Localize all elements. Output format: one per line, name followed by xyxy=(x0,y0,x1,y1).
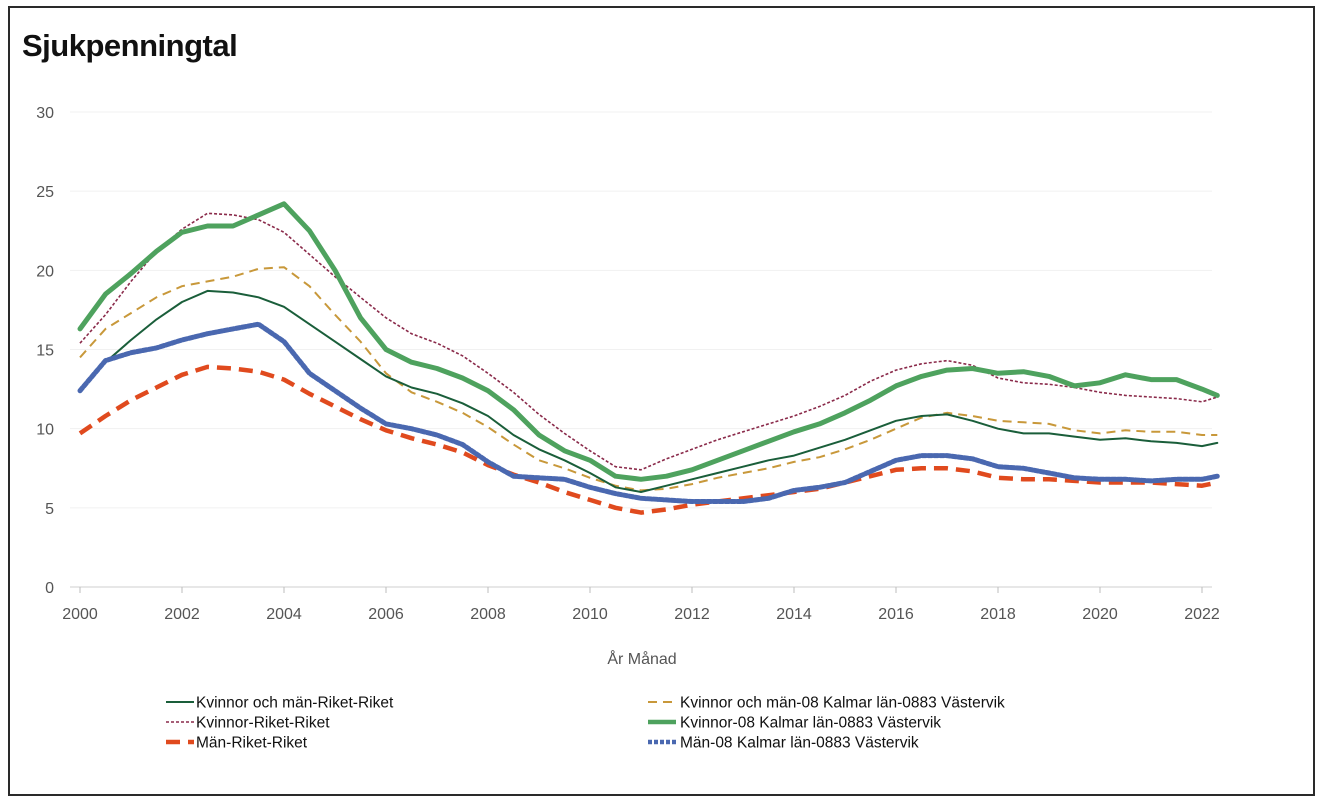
series-line-4 xyxy=(79,266,1218,492)
legend-label: Kvinnor-Riket-Riket xyxy=(196,715,330,732)
legend-label: Män-08 Kalmar län-0883 Västervik xyxy=(680,735,919,752)
series-line-2 xyxy=(79,212,1218,471)
series-line-5 xyxy=(77,201,1220,482)
x-tick-label: 2000 xyxy=(62,606,98,623)
legend-label: Kvinnor och män-08 Kalmar län-0883 Väste… xyxy=(680,695,1005,712)
x-axis-label: År Månad xyxy=(607,649,676,668)
x-tick-label: 2018 xyxy=(980,606,1016,623)
y-tick-label: 10 xyxy=(36,422,54,439)
chart-frame xyxy=(8,6,1315,796)
x-tick-label: 2008 xyxy=(470,606,506,623)
x-tick-label: 2010 xyxy=(572,606,608,623)
x-tick-label: 2020 xyxy=(1082,606,1118,623)
x-tick-label: 2016 xyxy=(878,606,914,623)
y-tick-label: 20 xyxy=(36,263,54,280)
series-line-1 xyxy=(79,289,1219,493)
x-tick-label: 2006 xyxy=(368,606,404,623)
legend: Kvinnor och män-Riket-Riket Kvinnor-Riket… xyxy=(166,695,1005,752)
legend-label: Kvinnor-08 Kalmar län-0883 Västervik xyxy=(680,715,941,732)
x-tick-label: 2002 xyxy=(164,606,200,623)
y-tick-label: 5 xyxy=(45,501,54,518)
series-line-6 xyxy=(77,321,1220,504)
x-tick-label: 2014 xyxy=(776,606,812,623)
y-axis-ticks: 0 5 10 15 20 25 30 xyxy=(36,105,54,597)
y-tick-label: 15 xyxy=(36,343,54,360)
chart-title: Sjukpenningtal xyxy=(22,28,238,63)
legend-label: Kvinnor och män-Riket-Riket xyxy=(196,695,394,712)
y-tick-label: 25 xyxy=(36,184,54,201)
x-tick-label: 2012 xyxy=(674,606,710,623)
series-layer xyxy=(77,201,1220,515)
x-tick-label: 2004 xyxy=(266,606,302,623)
series-line-3 xyxy=(78,364,1218,515)
x-axis-ticks: 2000 2002 2004 2006 2008 2010 2012 2014 2016 2018… xyxy=(62,587,1220,623)
grid-lines xyxy=(70,111,1212,509)
x-tick-label: 2022 xyxy=(1184,606,1220,623)
legend-label: Män-Riket-Riket xyxy=(196,735,308,752)
y-tick-label: 30 xyxy=(36,105,54,122)
y-tick-label: 0 xyxy=(45,580,54,597)
